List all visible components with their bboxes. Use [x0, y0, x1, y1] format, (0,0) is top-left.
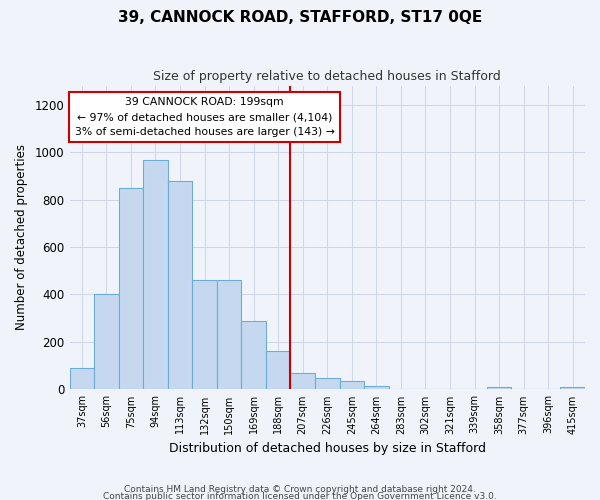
Bar: [168, 180, 192, 390]
Bar: [143, 160, 168, 390]
Bar: [241, 320, 266, 390]
Text: Contains HM Land Registry data © Crown copyright and database right 2024.: Contains HM Land Registry data © Crown c…: [124, 486, 476, 494]
Y-axis label: Number of detached properties: Number of detached properties: [15, 144, 28, 330]
Bar: [119, 188, 143, 390]
Bar: [217, 280, 241, 390]
Bar: [364, 386, 389, 390]
Bar: [315, 378, 340, 390]
Bar: [70, 368, 94, 390]
Bar: [290, 373, 315, 390]
Title: Size of property relative to detached houses in Stafford: Size of property relative to detached ho…: [154, 70, 501, 83]
Text: 39, CANNOCK ROAD, STAFFORD, ST17 0QE: 39, CANNOCK ROAD, STAFFORD, ST17 0QE: [118, 10, 482, 25]
Text: Contains public sector information licensed under the Open Government Licence v3: Contains public sector information licen…: [103, 492, 497, 500]
Bar: [560, 387, 585, 390]
Bar: [340, 381, 364, 390]
Bar: [192, 280, 217, 390]
Bar: [487, 387, 511, 390]
Bar: [266, 352, 290, 390]
Text: 39 CANNOCK ROAD: 199sqm
← 97% of detached houses are smaller (4,104)
3% of semi-: 39 CANNOCK ROAD: 199sqm ← 97% of detache…: [74, 98, 334, 137]
Bar: [94, 294, 119, 390]
X-axis label: Distribution of detached houses by size in Stafford: Distribution of detached houses by size …: [169, 442, 486, 455]
